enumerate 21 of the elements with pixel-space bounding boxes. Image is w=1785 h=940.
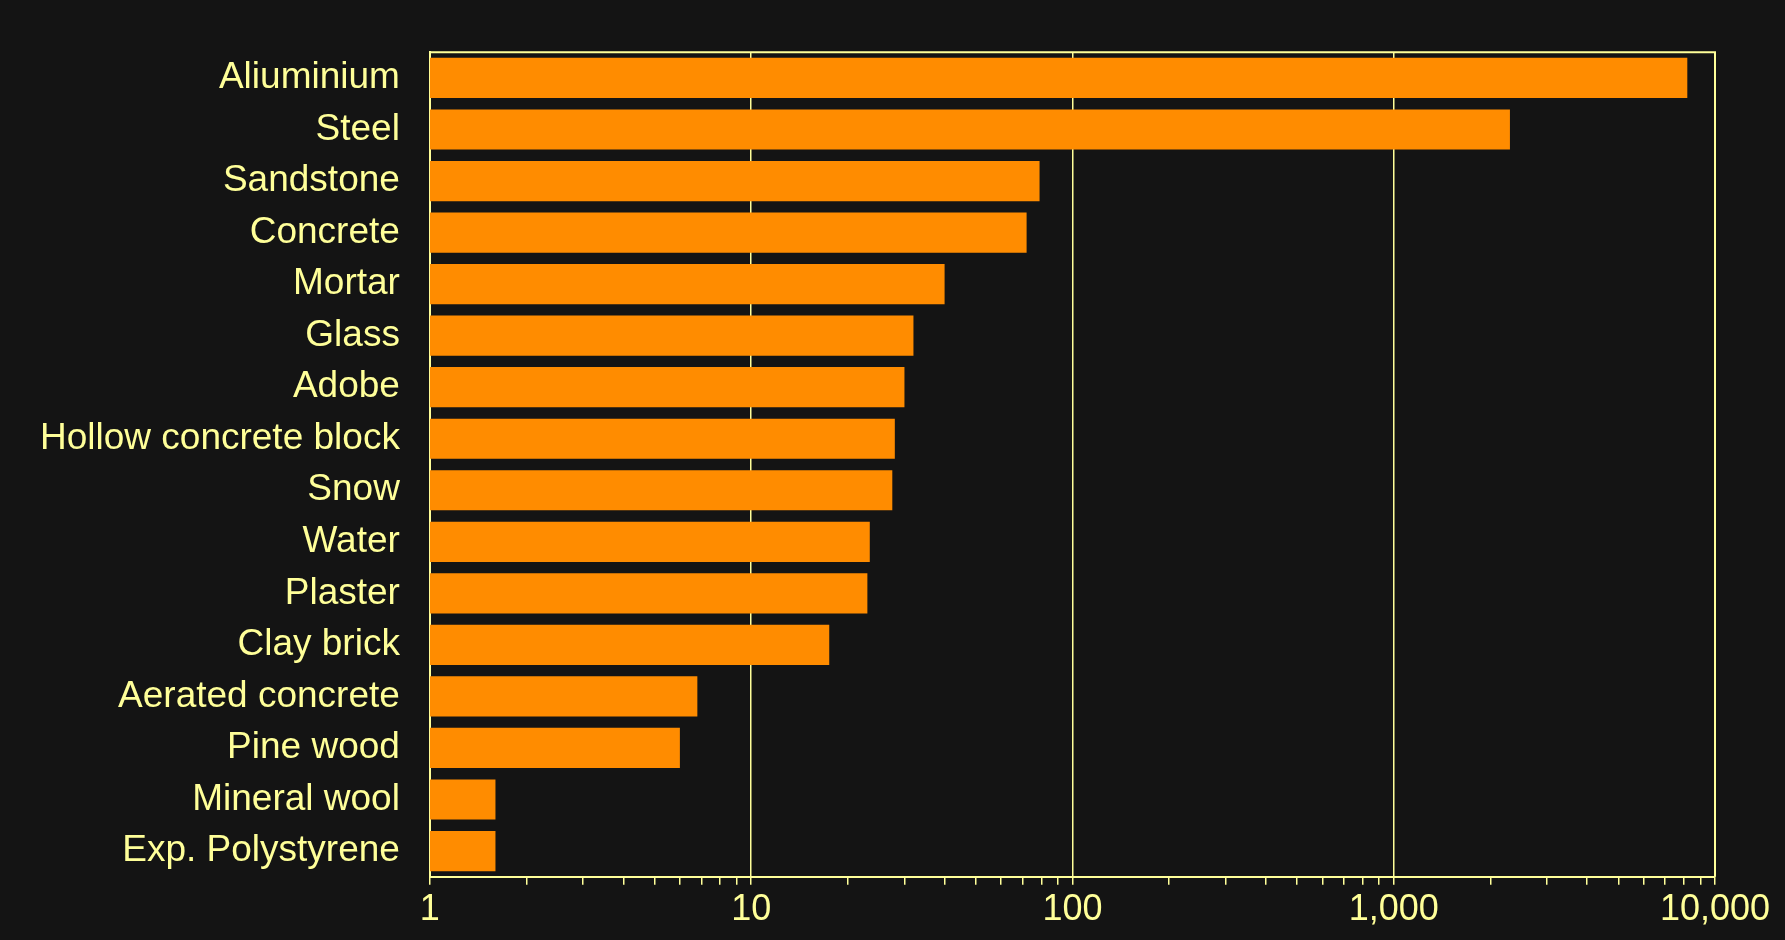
y-tick-label: Pine wood (227, 725, 400, 767)
y-tick-label: Water (302, 519, 400, 561)
x-tick-label: 10,000 (1659, 887, 1771, 929)
y-tick-label: Adobe (292, 364, 400, 406)
x-tick-label: 1,000 (1348, 887, 1439, 929)
y-tick-label: Sandstone (222, 158, 400, 200)
y-tick-label: Hollow concrete block (39, 415, 401, 457)
y-tick-label: Aerated concrete (118, 673, 400, 715)
y-tick-label: Exp. Polystyrene (122, 828, 400, 870)
x-tick-label: 1 (419, 887, 440, 929)
y-tick-label: Plaster (284, 570, 400, 612)
y-tick-label: Mortar (292, 261, 400, 303)
y-tick-label: Concrete (249, 209, 400, 251)
y-tick-label: Steel (315, 106, 400, 148)
y-tick-label: Clay brick (237, 622, 401, 664)
y-tick-label: Glass (305, 312, 400, 354)
x-tick-label: 100 (1042, 887, 1103, 929)
x-tick-label: 10 (731, 887, 772, 929)
y-tick-label: Snow (307, 467, 401, 509)
y-tick-label: Mineral wool (192, 776, 400, 818)
y-tick-label: Aliuminium (218, 55, 400, 97)
